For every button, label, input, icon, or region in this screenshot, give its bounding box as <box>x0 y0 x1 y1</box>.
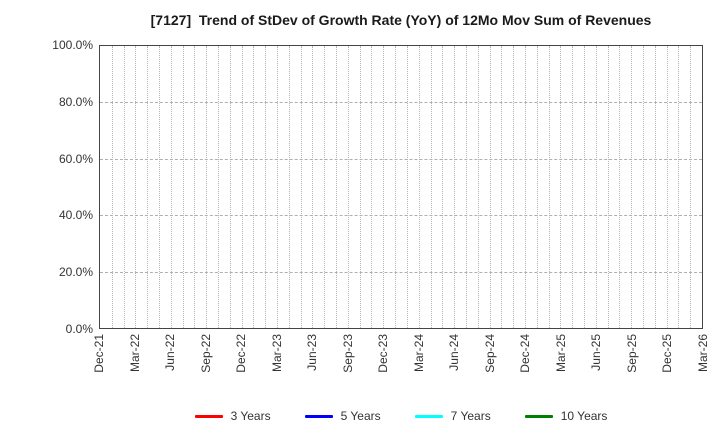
v-gridline <box>501 46 503 328</box>
v-gridline <box>690 46 692 328</box>
v-gridline <box>631 46 633 328</box>
v-gridline <box>548 46 550 328</box>
x-tick-label: Jun-23 <box>305 334 320 371</box>
v-gridline <box>619 46 621 328</box>
x-tick-label: Dec-22 <box>234 334 249 373</box>
v-gridline <box>265 46 267 328</box>
v-gridline <box>359 46 361 328</box>
x-tick-label: Dec-24 <box>518 334 533 373</box>
v-gridline <box>159 46 161 328</box>
legend-item: 5 Years <box>304 409 381 423</box>
v-gridline <box>288 46 290 328</box>
v-gridline <box>253 46 255 328</box>
chart-title: [7127] Trend of StDev of Growth Rate (Yo… <box>150 12 652 28</box>
v-gridline <box>583 46 585 328</box>
x-tick-label: Sep-24 <box>482 334 497 373</box>
y-tick-label: 80.0% <box>58 94 93 109</box>
v-gridline <box>347 46 349 328</box>
x-tick-label: Sep-25 <box>624 334 639 373</box>
v-gridline <box>383 46 385 328</box>
y-tick-label: 40.0% <box>58 208 93 223</box>
v-gridline <box>642 46 644 328</box>
y-tick-label: 100.0% <box>52 38 93 52</box>
x-tick-label: Mar-24 <box>411 334 426 373</box>
legend-label: 7 Years <box>450 409 491 423</box>
v-gridline <box>572 46 574 328</box>
v-gridline <box>135 46 137 328</box>
v-gridline <box>406 46 408 328</box>
legend-label: 3 Years <box>230 409 271 423</box>
v-gridline <box>312 46 314 328</box>
legend-line-swatch <box>194 414 223 418</box>
x-tick-label: Dec-25 <box>660 334 675 373</box>
v-gridline <box>229 46 231 328</box>
v-gridline <box>111 46 113 328</box>
x-tick-label: Mar-23 <box>269 334 284 373</box>
plot-area <box>99 45 703 329</box>
v-gridline <box>489 46 491 328</box>
v-gridline <box>123 46 125 328</box>
v-gridline <box>430 46 432 328</box>
v-gridline <box>595 46 597 328</box>
x-tick-label: Dec-21 <box>92 334 106 373</box>
y-tick-label: 20.0% <box>58 265 93 280</box>
v-gridline <box>277 46 279 328</box>
legend-label: 5 Years <box>340 409 381 423</box>
x-tick-label: Sep-23 <box>340 334 355 373</box>
y-tick-label: 60.0% <box>58 151 93 166</box>
legend-line-swatch <box>524 414 553 418</box>
v-gridline <box>300 46 302 328</box>
v-gridline <box>194 46 196 328</box>
legend-item: 10 Years <box>524 409 608 423</box>
x-tick-label: Sep-22 <box>198 334 213 373</box>
v-gridline <box>170 46 172 328</box>
x-tick-label: Mar-22 <box>127 334 142 373</box>
v-gridline <box>454 46 456 328</box>
v-gridline <box>182 46 184 328</box>
legend-line-swatch <box>304 414 333 418</box>
x-tick-label: Mar-26 <box>696 334 710 373</box>
v-gridline <box>395 46 397 328</box>
x-tick-label: Jun-25 <box>589 334 604 371</box>
x-tick-label: Jun-24 <box>447 334 462 371</box>
v-gridline <box>477 46 479 328</box>
h-gridline <box>100 102 702 104</box>
y-tick-label: 0.0% <box>65 322 93 336</box>
v-gridline <box>536 46 538 328</box>
v-gridline <box>678 46 680 328</box>
v-gridline <box>607 46 609 328</box>
legend-label: 10 Years <box>560 409 608 423</box>
h-gridline <box>100 158 702 160</box>
v-gridline <box>524 46 526 328</box>
v-gridline <box>147 46 149 328</box>
v-gridline <box>513 46 515 328</box>
v-gridline <box>324 46 326 328</box>
x-tick-label: Jun-22 <box>163 334 178 371</box>
v-gridline <box>206 46 208 328</box>
v-gridline <box>560 46 562 328</box>
v-gridline <box>418 46 420 328</box>
legend-item: 7 Years <box>414 409 491 423</box>
legend-item: 3 Years <box>194 409 271 423</box>
x-tick-label: Dec-23 <box>376 334 391 373</box>
v-gridline <box>371 46 373 328</box>
legend-line-swatch <box>414 414 443 418</box>
v-gridline <box>666 46 668 328</box>
v-gridline <box>465 46 467 328</box>
v-gridline <box>336 46 338 328</box>
legend: 3 Years 5 Years 7 Years 10 Years <box>99 404 703 428</box>
v-gridline <box>218 46 220 328</box>
x-tick-label: Mar-25 <box>553 334 568 373</box>
v-gridline <box>442 46 444 328</box>
h-gridline <box>100 215 702 217</box>
v-gridline <box>654 46 656 328</box>
h-gridline <box>100 271 702 273</box>
v-gridline <box>241 46 243 328</box>
